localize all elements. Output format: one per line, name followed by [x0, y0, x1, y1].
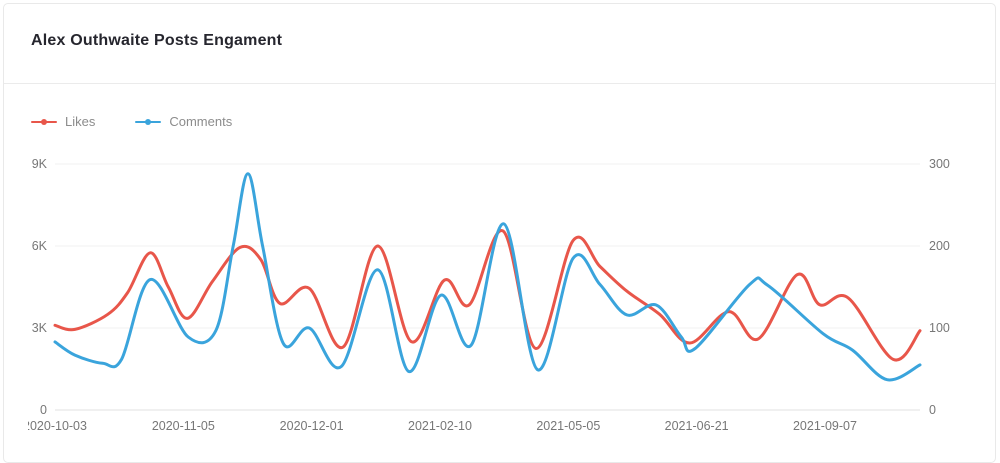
y-axis-right-tick: 200 — [929, 239, 950, 253]
likes-line-swatch-icon — [31, 116, 57, 128]
x-axis-tick: 2021-05-05 — [536, 419, 601, 433]
legend-item-likes[interactable]: Likes — [31, 114, 95, 129]
legend-label-likes: Likes — [65, 114, 96, 129]
y-axis-right-tick: 100 — [929, 321, 950, 335]
y-axis-left-tick: 3K — [31, 321, 47, 335]
engagement-chart: Likes Comments 0 3K 6K 9K 0 100 200 300 2020-1… — [0, 0, 1000, 451]
series-line-likes[interactable] — [53, 229, 922, 362]
x-axis-tick: 2020-11-05 — [151, 419, 215, 433]
x-axis-tick: 2020-12-01 — [279, 419, 344, 433]
chart-plot-canvas[interactable] — [0, 0, 1000, 451]
y-axis-left-tick: 0 — [40, 403, 47, 417]
y-axis-left-tick: 9K — [31, 157, 47, 171]
x-axis-tick: 2021-02-10 — [408, 419, 472, 433]
y-axis-right-tick: 0 — [929, 403, 936, 417]
chart-legend: Likes Comments — [31, 114, 232, 129]
page-title: Alex Outhwaite Posts Engament — [31, 32, 283, 49]
x-axis-labels: 2020-10-03 2020-11-05 2020-12-01 2021-02-10… — [28, 418, 997, 435]
x-axis-tick: 2020-10-03 — [28, 419, 87, 433]
y-axis-right-tick: 300 — [929, 157, 950, 171]
x-axis-tick: 2021-06-21 — [664, 419, 729, 433]
legend-item-comments[interactable]: Comments — [135, 114, 232, 129]
legend-label-comments: Comments — [169, 114, 233, 129]
x-axis-tick: 2021-09-07 — [792, 419, 857, 433]
header-divider — [4, 83, 995, 84]
comments-line-swatch-icon — [135, 116, 162, 128]
series-line-comments[interactable] — [53, 172, 922, 382]
y-axis-left-tick: 6K — [31, 239, 47, 253]
